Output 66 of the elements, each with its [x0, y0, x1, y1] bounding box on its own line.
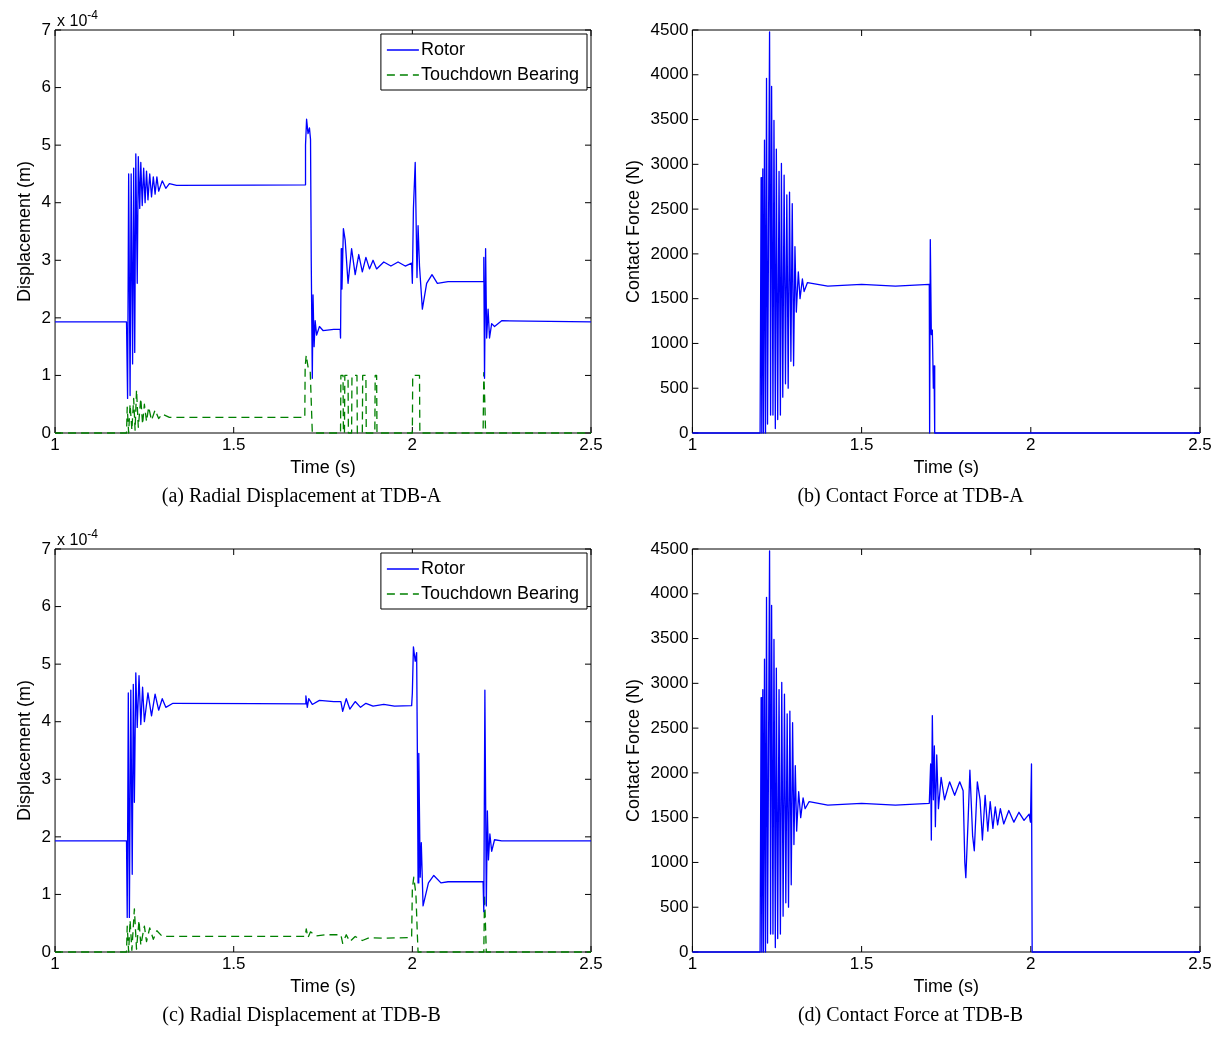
- y-tick-label: 2000: [650, 762, 689, 782]
- y-tick-label: 4: [41, 192, 52, 212]
- y-tick-label: 4000: [650, 583, 689, 603]
- text: (c) Radial Displacement at TDB-B: [162, 1003, 441, 1027]
- x-tick-label: 2: [1026, 434, 1036, 454]
- y-tick-label: 2000: [650, 243, 689, 263]
- x-tick-label: 2.5: [1188, 434, 1212, 454]
- y-tick-label: 500: [660, 896, 689, 916]
- y-tick-label: 7: [41, 19, 52, 39]
- y-axis-title: Displacement (m): [13, 160, 34, 303]
- x-axis-title: Time (s): [290, 976, 356, 997]
- y-tick-label: 0: [678, 941, 689, 961]
- y-tick-label: 3500: [650, 109, 689, 129]
- y-tick-label: 4000: [650, 64, 689, 84]
- y-tick-label: 0: [678, 422, 689, 442]
- y-tick-label: 2500: [650, 717, 689, 737]
- y-tick-label: 500: [660, 377, 689, 397]
- y-tick-label: 3: [41, 249, 52, 269]
- text: (d) Contact Force at TDB-B: [797, 1003, 1024, 1027]
- y-tick-label: 3: [41, 768, 52, 788]
- y-tick-label: 1: [41, 884, 52, 904]
- y-tick-label: 0: [41, 422, 52, 442]
- y-tick-label: 6: [41, 77, 52, 97]
- legend-label: Rotor: [420, 38, 465, 59]
- y-tick-label: 5: [41, 653, 52, 673]
- x-tick-label: 2: [407, 434, 418, 454]
- y-tick-label: 0: [41, 941, 52, 961]
- x-tick-label: 2.5: [579, 434, 603, 454]
- x-tick-label: 1.5: [221, 434, 246, 454]
- x-axis-title: Time (s): [290, 457, 356, 478]
- y-tick-label: 2: [41, 826, 52, 846]
- y-tick-label: 1500: [650, 288, 689, 308]
- x-tick-label: 1.5: [849, 434, 874, 454]
- y-axis-title: Contact Force (N): [622, 678, 643, 823]
- legend-label: Rotor: [420, 557, 465, 578]
- x-axis-title: Time (s): [913, 457, 979, 478]
- x-tick-label: 1.5: [221, 953, 246, 973]
- y-tick-label: 3000: [650, 673, 689, 693]
- y-tick-label: 6: [41, 596, 52, 616]
- y-tick-label: 1000: [650, 333, 689, 353]
- y-tick-label: 1: [41, 365, 52, 385]
- legend-label: Touchdown Bearing: [420, 582, 579, 603]
- y-tick-label: 1000: [650, 852, 689, 872]
- y-tick-label: 4500: [650, 19, 689, 39]
- legend-label: Touchdown Bearing: [420, 63, 579, 84]
- text: (b) Contact Force at TDB-A: [797, 484, 1025, 508]
- text: (a) Radial Displacement at TDB-A: [161, 484, 442, 508]
- y-tick-label: 5: [41, 134, 52, 154]
- x-tick-label: 1.5: [849, 953, 874, 973]
- y-tick-label: 4: [41, 711, 52, 731]
- y-axis-title: Displacement (m): [13, 679, 34, 822]
- y-tick-label: 7: [41, 538, 52, 558]
- y-tick-label: 4500: [650, 538, 689, 558]
- y-tick-label: 2500: [650, 198, 689, 218]
- x-axis-title: Time (s): [913, 976, 979, 997]
- x-tick-label: 2: [407, 953, 418, 973]
- x-tick-label: 2.5: [1188, 953, 1212, 973]
- y-tick-label: 2: [41, 307, 52, 327]
- y-tick-label: 3500: [650, 628, 689, 648]
- y-tick-label: 3000: [650, 154, 689, 174]
- x-tick-label: 2: [1026, 953, 1036, 973]
- line-series: [54, 876, 592, 953]
- y-axis-title: Contact Force (N): [622, 159, 643, 304]
- line-series: [54, 354, 592, 434]
- y-tick-label: 1500: [650, 807, 689, 827]
- x-tick-label: 2.5: [579, 953, 603, 973]
